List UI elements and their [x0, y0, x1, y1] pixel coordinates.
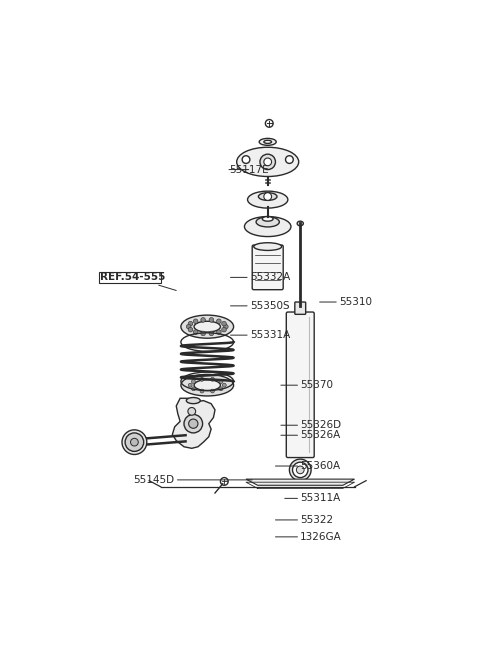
- Polygon shape: [172, 398, 215, 448]
- Ellipse shape: [194, 380, 220, 390]
- Circle shape: [222, 321, 227, 326]
- Circle shape: [296, 466, 304, 474]
- Ellipse shape: [237, 147, 299, 176]
- Ellipse shape: [262, 216, 273, 221]
- Circle shape: [184, 415, 203, 433]
- Ellipse shape: [181, 375, 234, 396]
- Circle shape: [186, 324, 191, 329]
- Circle shape: [286, 155, 293, 163]
- Ellipse shape: [259, 138, 276, 146]
- Circle shape: [211, 389, 215, 393]
- Circle shape: [200, 389, 204, 393]
- Circle shape: [222, 327, 227, 332]
- Text: 55332A: 55332A: [230, 272, 290, 282]
- Text: REF.54-555: REF.54-555: [100, 272, 176, 291]
- Circle shape: [200, 377, 204, 381]
- Ellipse shape: [289, 459, 311, 481]
- Circle shape: [242, 155, 250, 163]
- Text: 55145D: 55145D: [133, 475, 252, 485]
- Circle shape: [219, 387, 223, 391]
- Circle shape: [260, 154, 276, 170]
- Ellipse shape: [244, 216, 291, 237]
- Circle shape: [264, 193, 272, 200]
- Circle shape: [188, 321, 193, 326]
- Ellipse shape: [258, 193, 277, 200]
- Circle shape: [188, 383, 192, 387]
- Circle shape: [292, 462, 308, 478]
- Text: 55326A: 55326A: [281, 430, 340, 440]
- Circle shape: [216, 330, 221, 335]
- Text: 55311A: 55311A: [285, 493, 340, 503]
- Text: 55370: 55370: [281, 380, 333, 390]
- Text: 55350S: 55350S: [230, 301, 289, 311]
- Text: 55360A: 55360A: [276, 461, 340, 471]
- Circle shape: [188, 327, 193, 332]
- Circle shape: [188, 407, 196, 415]
- Circle shape: [209, 331, 214, 336]
- Ellipse shape: [122, 430, 147, 455]
- Ellipse shape: [186, 398, 200, 403]
- Circle shape: [224, 324, 228, 329]
- Circle shape: [189, 419, 198, 428]
- Ellipse shape: [248, 191, 288, 208]
- Circle shape: [209, 318, 214, 322]
- FancyBboxPatch shape: [286, 312, 314, 458]
- Circle shape: [264, 158, 272, 166]
- Circle shape: [193, 330, 198, 335]
- Circle shape: [192, 380, 195, 384]
- Circle shape: [125, 433, 144, 451]
- Text: 55331A: 55331A: [230, 330, 290, 340]
- Ellipse shape: [254, 243, 282, 251]
- FancyBboxPatch shape: [252, 245, 283, 290]
- Text: 55322: 55322: [276, 515, 334, 525]
- Text: 55117E: 55117E: [229, 165, 269, 174]
- FancyBboxPatch shape: [295, 302, 306, 314]
- Ellipse shape: [194, 321, 220, 332]
- Circle shape: [211, 377, 215, 381]
- Ellipse shape: [256, 217, 279, 227]
- Circle shape: [193, 319, 198, 323]
- Ellipse shape: [297, 221, 303, 226]
- Ellipse shape: [181, 315, 234, 338]
- Polygon shape: [246, 479, 355, 485]
- Text: 55326D: 55326D: [281, 420, 341, 430]
- Circle shape: [219, 380, 223, 384]
- Circle shape: [216, 319, 221, 323]
- Ellipse shape: [264, 140, 272, 144]
- Circle shape: [201, 318, 205, 322]
- Circle shape: [131, 438, 138, 446]
- Circle shape: [222, 383, 226, 387]
- Text: 1326GA: 1326GA: [276, 532, 342, 542]
- Circle shape: [192, 387, 195, 391]
- Text: 55310: 55310: [320, 297, 372, 307]
- Circle shape: [201, 331, 205, 336]
